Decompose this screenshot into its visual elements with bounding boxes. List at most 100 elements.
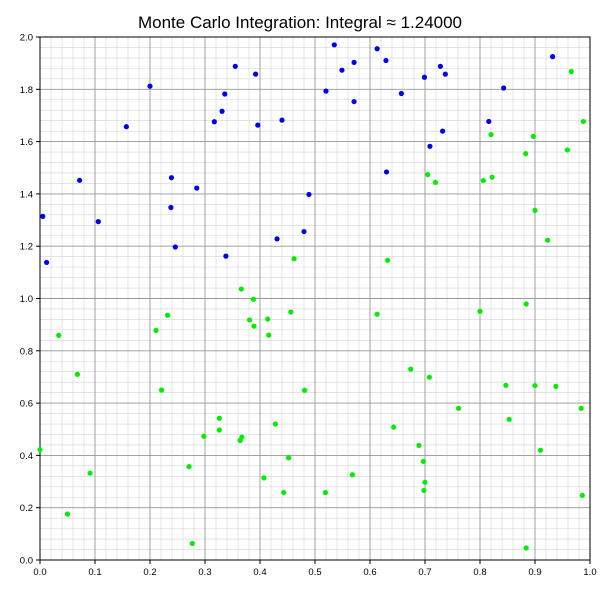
y-tick-label: 2.0 bbox=[20, 33, 33, 44]
data-point bbox=[532, 382, 538, 389]
data-point bbox=[421, 74, 428, 80]
data-point bbox=[194, 185, 200, 191]
data-point bbox=[545, 237, 551, 243]
data-point bbox=[216, 415, 222, 421]
data-point bbox=[383, 57, 389, 64]
data-point bbox=[261, 475, 267, 481]
data-point bbox=[265, 316, 271, 322]
data-point bbox=[480, 177, 486, 184]
data-point bbox=[506, 416, 512, 422]
data-point bbox=[237, 437, 243, 444]
data-point bbox=[537, 447, 544, 453]
x-tick-label: 0.5 bbox=[308, 567, 321, 578]
data-point bbox=[253, 71, 259, 77]
data-point bbox=[420, 458, 426, 465]
data-point bbox=[44, 259, 50, 266]
data-point bbox=[486, 118, 492, 125]
data-point bbox=[189, 540, 195, 547]
y-tick-label: 0.0 bbox=[20, 556, 33, 567]
data-point bbox=[532, 207, 538, 213]
x-tick-label: 0.1 bbox=[88, 567, 101, 578]
data-point bbox=[432, 179, 439, 185]
data-point bbox=[281, 489, 287, 496]
data-point bbox=[255, 122, 261, 128]
x-tick-label: 1.0 bbox=[583, 567, 596, 578]
data-point bbox=[408, 366, 414, 372]
data-point bbox=[501, 85, 507, 91]
x-tick-label: 0.7 bbox=[418, 567, 431, 578]
data-point bbox=[374, 311, 380, 317]
y-tick-label: 1.6 bbox=[20, 137, 33, 148]
data-point bbox=[383, 169, 390, 175]
data-point bbox=[523, 545, 529, 551]
data-point bbox=[250, 296, 256, 302]
data-point bbox=[301, 387, 308, 393]
major-grid bbox=[39, 36, 591, 561]
data-point bbox=[251, 323, 257, 329]
data-point bbox=[427, 143, 433, 149]
x-tick-label: 0.0 bbox=[33, 567, 46, 578]
data-point bbox=[425, 171, 431, 178]
data-point bbox=[219, 108, 225, 114]
data-point bbox=[172, 244, 178, 250]
data-point bbox=[147, 83, 153, 89]
data-point bbox=[426, 374, 432, 380]
data-point bbox=[568, 68, 574, 75]
y-axis: 0.0 0.2 0.4 0.6 0.8 1.0 1.2 1.4 1.6 1.8 2.0 bbox=[20, 33, 40, 567]
data-point bbox=[391, 424, 397, 430]
y-tick-label: 0.4 bbox=[20, 451, 33, 462]
data-point bbox=[421, 487, 427, 494]
data-point bbox=[272, 421, 278, 427]
data-point bbox=[416, 442, 422, 449]
data-point bbox=[301, 228, 307, 235]
data-point bbox=[489, 174, 495, 180]
data-point bbox=[550, 54, 556, 60]
data-point bbox=[440, 128, 446, 134]
x-tick-label: 0.8 bbox=[473, 567, 486, 578]
data-point bbox=[123, 124, 129, 130]
data-point bbox=[74, 371, 80, 377]
data-point bbox=[56, 332, 62, 338]
data-point bbox=[77, 177, 83, 183]
x-tick-label: 0.4 bbox=[253, 567, 266, 578]
data-point bbox=[322, 489, 329, 496]
data-point bbox=[385, 257, 391, 263]
x-tick-label: 0.2 bbox=[143, 567, 156, 578]
data-point bbox=[87, 470, 93, 476]
data-point bbox=[374, 46, 380, 52]
data-point bbox=[95, 219, 101, 225]
data-point bbox=[64, 511, 71, 517]
data-point bbox=[274, 236, 280, 242]
data-point bbox=[579, 492, 585, 499]
data-point bbox=[223, 253, 229, 259]
data-point bbox=[488, 131, 494, 138]
x-axis: 0.0 0.1 0.2 0.3 0.4 0.5 0.6 0.7 0.8 0.9 1.0 bbox=[33, 560, 597, 578]
data-point bbox=[323, 88, 329, 94]
data-point bbox=[455, 405, 462, 411]
x-tick-label: 0.9 bbox=[528, 567, 541, 578]
data-point bbox=[398, 90, 404, 97]
y-tick-label: 1.8 bbox=[20, 85, 33, 96]
data-point bbox=[503, 382, 509, 388]
data-point bbox=[331, 42, 337, 48]
data-point bbox=[201, 433, 207, 439]
chart-title: Monte Carlo Integration: Integral ≈ 1.24… bbox=[138, 13, 462, 32]
data-point bbox=[291, 256, 297, 262]
data-point bbox=[279, 117, 285, 123]
data-point bbox=[168, 175, 175, 181]
data-point bbox=[40, 213, 46, 219]
data-point bbox=[339, 67, 345, 73]
data-point bbox=[578, 405, 584, 411]
data-point bbox=[523, 151, 529, 157]
data-point bbox=[580, 118, 587, 125]
data-point bbox=[158, 387, 165, 393]
data-point bbox=[422, 479, 428, 485]
data-points bbox=[37, 42, 587, 551]
y-tick-label: 0.2 bbox=[20, 503, 33, 514]
data-point bbox=[238, 286, 244, 292]
data-point bbox=[165, 312, 171, 318]
y-tick-label: 0.6 bbox=[20, 399, 33, 410]
data-point bbox=[351, 59, 357, 65]
